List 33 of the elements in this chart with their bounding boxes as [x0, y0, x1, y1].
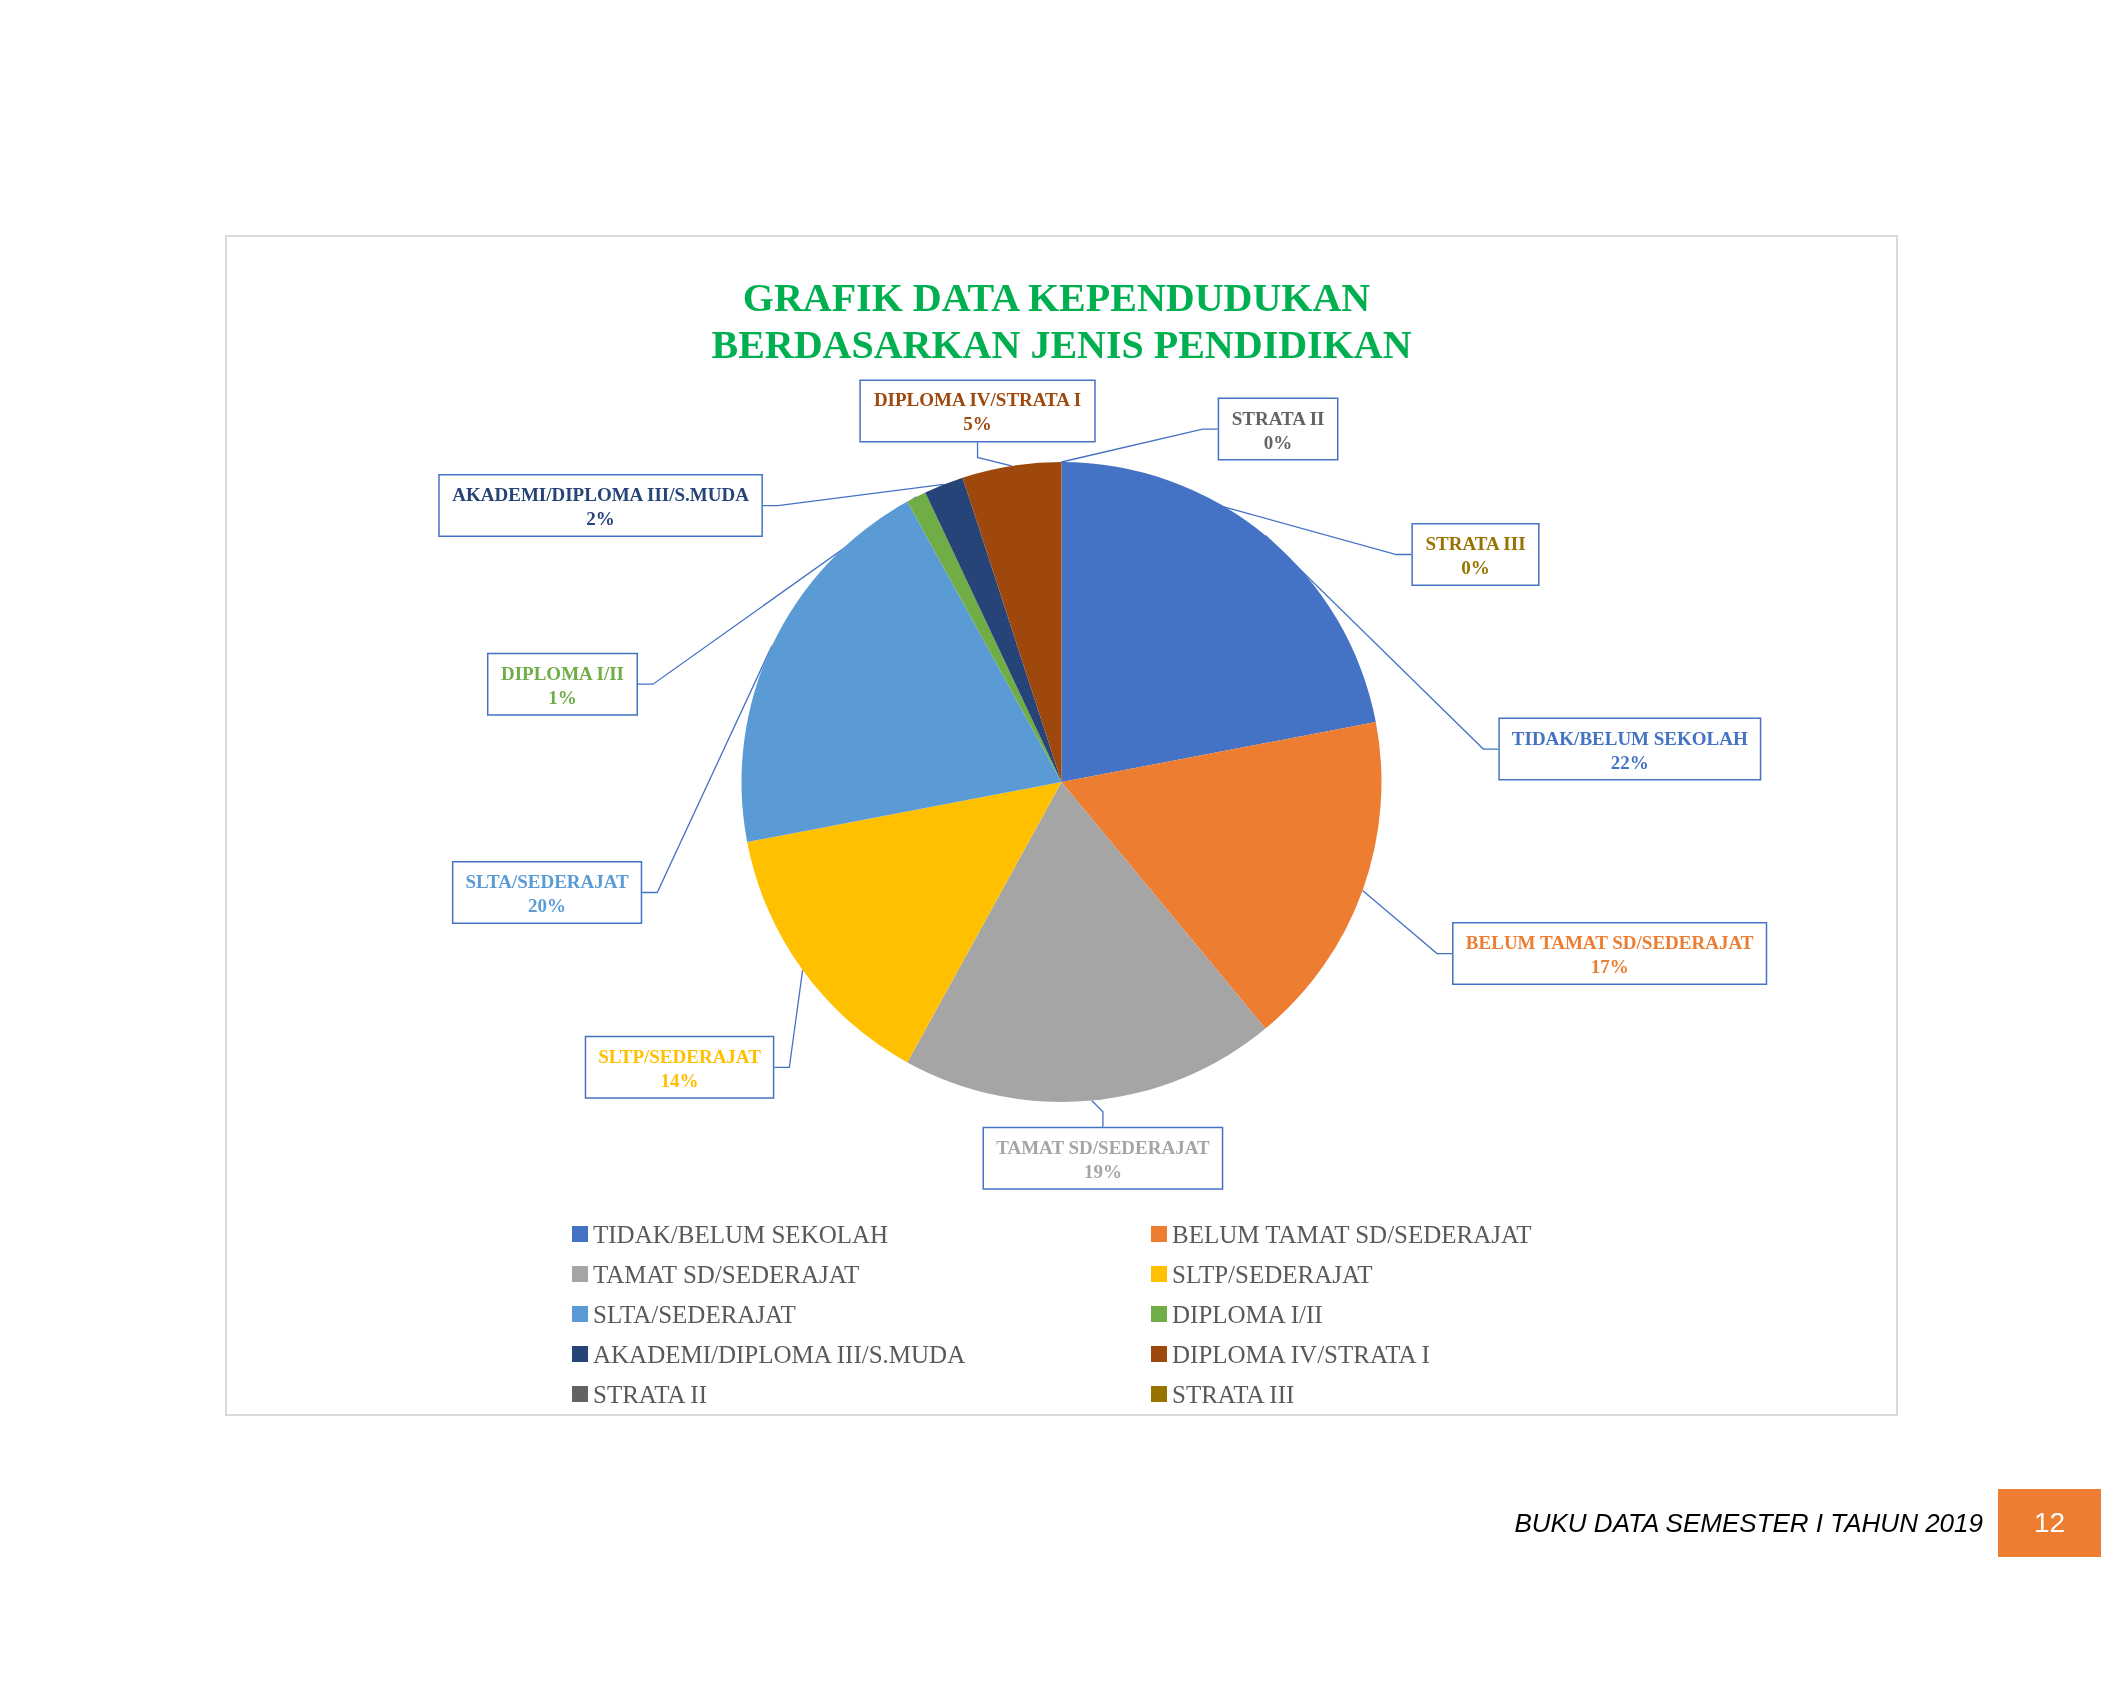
slice-label: BELUM TAMAT SD/SEDERAJAT [1465, 932, 1754, 954]
data-label: 1% [548, 686, 577, 708]
text: 0% [1263, 431, 1293, 453]
data-label: 5% [963, 413, 992, 435]
slice-label: TIDAK/BELUM SEKOLAH [1511, 727, 1748, 749]
data-label: 2% [586, 508, 615, 530]
legend-label: AKADEMI/DIPLOMA III/S.MUDA [593, 1340, 966, 1368]
legend-label: DIPLOMA I/II [1172, 1300, 1323, 1328]
legend-label: SLTA/SEDERAJAT [593, 1300, 796, 1328]
category-label: STRATA III [1425, 533, 1526, 555]
legend-label: STRATA III [1172, 1380, 1295, 1408]
legend-label: STRATA II [593, 1380, 707, 1408]
data-label: 19% [1083, 1160, 1122, 1182]
data-label: 17% [1590, 956, 1629, 978]
slice-label: DIPLOMA IV/STRATA I [873, 389, 1082, 411]
text: BUKU DATA SEMESTER I TAHUN 2019 [1514, 1507, 1983, 1540]
text: 12 [1998, 1489, 2101, 1557]
slice-label: AKADEMI/DIPLOMA III/S.MUDA [452, 484, 750, 506]
legend-label: TIDAK/BELUM SEKOLAH [593, 1220, 889, 1248]
slice-label: DIPLOMA I/II [500, 662, 624, 684]
data-label: 22% [1610, 751, 1649, 773]
chart-title: GRAFIK DATA KEPENDUDUKAN BERDASARKAN JENIS PENDIDIKAN [711, 275, 1412, 367]
legend-label: TAMAT SD/SEDERAJAT [593, 1260, 860, 1288]
data-label: 14% [660, 1069, 699, 1091]
data-label: 20% [528, 895, 567, 917]
legend-label: DIPLOMA IV/STRATA I [1172, 1340, 1430, 1368]
category-label: STRATA II [1231, 407, 1325, 429]
text: 0% [1461, 557, 1490, 579]
legend-label: BELUM TAMAT SD/SEDERAJAT [1172, 1220, 1532, 1248]
slice-label: SLTA/SEDERAJAT [465, 871, 630, 893]
slice-label: TAMAT SD/SEDERAJAT [996, 1136, 1210, 1158]
slice-label: SLTP/SEDERAJAT [598, 1045, 762, 1067]
legend-label: SLTP/SEDERAJAT [1172, 1260, 1373, 1288]
